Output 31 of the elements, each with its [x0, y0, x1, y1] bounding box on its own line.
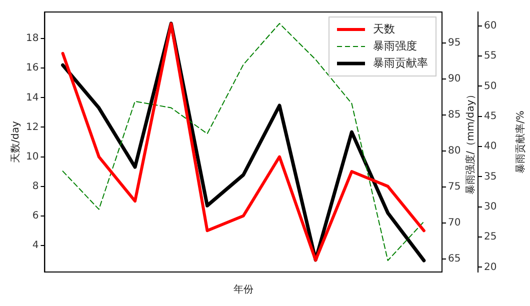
y3-tick-label: 20 [484, 262, 497, 273]
y2-tick-label: 85 [448, 110, 461, 121]
x-axis-title: 年份 [233, 284, 254, 296]
y-tick-label: 14 [26, 92, 39, 104]
y-axis-title: 天数/day [10, 121, 22, 163]
y-tick-label: 8 [32, 180, 39, 192]
legend-label: 暴雨贡献率 [373, 56, 428, 70]
y-tick-label: 16 [26, 62, 39, 74]
y-tick-label: 4 [32, 240, 39, 252]
y-tick-label: 10 [26, 151, 39, 162]
y-tick-label: 6 [32, 210, 39, 222]
y2-tick-label: 65 [448, 254, 461, 265]
y3-tick-label: 25 [484, 232, 497, 243]
y3-tick-label: 40 [484, 141, 497, 152]
y2-tick-label: 75 [448, 182, 461, 193]
y2-tick-label: 70 [448, 218, 461, 229]
y3-tick-label: 35 [484, 171, 497, 182]
y2-axis-title: 暴雨强度/（mm/day） [464, 90, 477, 194]
y2-tick-label: 80 [448, 146, 461, 157]
y3-tick-label: 55 [484, 50, 497, 62]
y3-tick-label: 45 [484, 110, 497, 122]
y-tick-label: 18 [26, 33, 39, 44]
y3-tick-label: 30 [484, 201, 497, 212]
y2-tick-label: 90 [448, 74, 461, 85]
y2-tick-label: 95 [448, 38, 461, 49]
legend-label: 天数 [373, 22, 395, 36]
y3-tick-label: 50 [484, 80, 497, 92]
y3-tick-label: 60 [484, 20, 497, 32]
y-tick-label: 12 [26, 122, 39, 133]
y3-axis-title: 暴雨贡献率/% [514, 110, 527, 174]
legend-label: 暴雨强度 [373, 39, 417, 52]
